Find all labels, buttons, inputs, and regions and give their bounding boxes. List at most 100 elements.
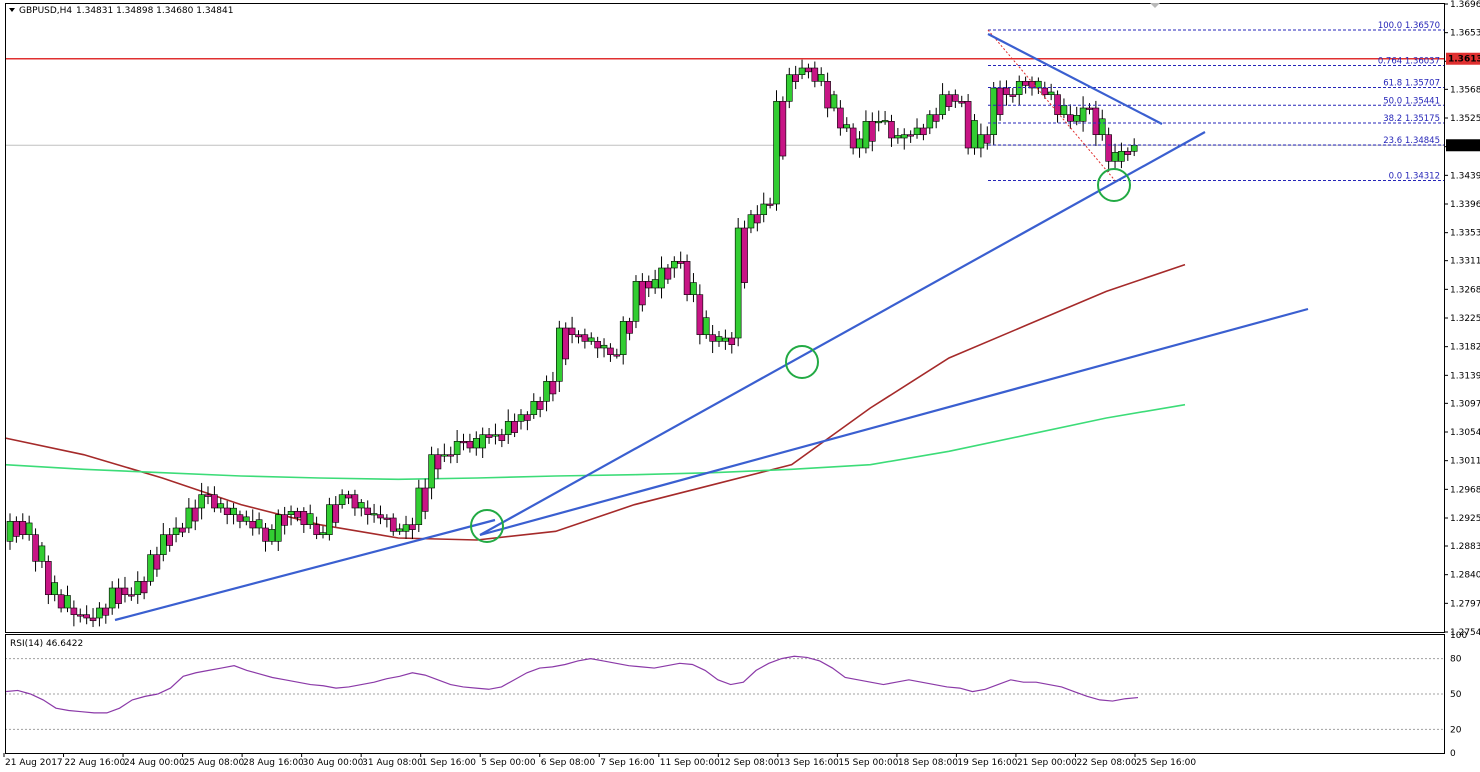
- bull-candle: [402, 515, 410, 539]
- bull-candle: [690, 273, 697, 303]
- fib-level-label: 23.6 1.34845: [1383, 136, 1440, 146]
- support-trendline-steep: [479, 131, 1206, 536]
- bear-candle: [849, 123, 857, 155]
- bear-candle: [32, 528, 39, 572]
- bull-candle: [243, 510, 250, 526]
- x-tick-label: 25 Aug 08:00: [184, 758, 245, 768]
- resistance-trendline: [987, 33, 1163, 125]
- bear-candle: [869, 112, 876, 152]
- bear-candle: [996, 80, 1004, 121]
- bull-candle: [830, 90, 838, 112]
- bear-candle: [1028, 76, 1036, 96]
- bull-candle: [1047, 83, 1055, 101]
- bull-candle: [722, 329, 729, 350]
- fib-level-label: 100.0 1.36570: [1378, 21, 1440, 31]
- scroll-marker-icon[interactable]: [1150, 3, 1160, 8]
- bull-candle: [658, 256, 665, 299]
- bear-candle: [964, 94, 972, 155]
- y-tick-label: 1.30970: [1450, 399, 1480, 409]
- bear-candle: [211, 486, 218, 513]
- bull-candle: [370, 503, 378, 523]
- y-tick-label: 1.36530: [1450, 29, 1480, 39]
- bull-candle: [6, 513, 14, 550]
- bull-candle: [913, 118, 921, 139]
- rsi-tick-label: 100: [1450, 631, 1467, 641]
- x-tick-label: 22 Aug 16:00: [65, 758, 126, 768]
- bear-candle: [236, 510, 244, 529]
- bull-candle: [492, 423, 499, 445]
- bull-candle: [287, 505, 295, 526]
- bounce-highlight-circle: [785, 345, 819, 379]
- bull-candle: [734, 218, 742, 347]
- bear-candle: [728, 332, 736, 354]
- bull-candle: [396, 523, 403, 535]
- bear-candle: [907, 130, 914, 143]
- bull-candle: [217, 497, 225, 513]
- bear-candle: [594, 336, 601, 358]
- bear-candle: [511, 413, 518, 438]
- y-tick-label: 1.29680: [1450, 485, 1480, 495]
- bear-candle: [766, 197, 774, 209]
- bull-candle: [472, 431, 480, 456]
- bear-candle: [958, 95, 966, 108]
- bounce-highlight-circle: [470, 509, 504, 543]
- bull-candle: [160, 523, 167, 562]
- bear-candle: [300, 507, 308, 533]
- bear-candle: [824, 72, 831, 118]
- bull-candle: [977, 123, 985, 158]
- bear-candle: [485, 427, 493, 444]
- bull-candle: [479, 427, 486, 459]
- bear-candle: [607, 343, 614, 362]
- price-badge-text: 1.36139: [1448, 55, 1480, 65]
- x-tick-label: 31 Aug 08:00: [362, 758, 423, 768]
- bear-candle: [1054, 90, 1061, 123]
- bear-candle: [524, 411, 531, 431]
- y-tick-label: 1.36960: [1450, 0, 1480, 10]
- bull-candle: [185, 498, 193, 534]
- bull-candle: [96, 602, 103, 627]
- bear-candle: [45, 555, 52, 605]
- moving-average-100: [4, 263, 1186, 541]
- bull-candle: [504, 409, 512, 444]
- y-tick-label: 1.27970: [1450, 599, 1480, 609]
- bull-candle: [1060, 98, 1068, 119]
- bear-candle: [677, 251, 684, 269]
- bear-candle: [434, 448, 442, 479]
- y-tick-label: 1.35250: [1450, 114, 1480, 124]
- y-tick-label: 1.31390: [1450, 371, 1480, 381]
- bear-candle: [920, 123, 927, 141]
- x-tick-label: 21 Sep 00:00: [1017, 758, 1077, 768]
- y-tick-label: 1.28830: [1450, 542, 1480, 552]
- bull-candle: [773, 90, 780, 211]
- fib-level-label: 0.0 1.34312: [1389, 172, 1440, 182]
- y-tick-label: 1.33530: [1450, 229, 1480, 239]
- bear-candle: [581, 328, 589, 349]
- bear-candle: [837, 100, 844, 136]
- symbol-menu-icon[interactable]: [9, 8, 15, 12]
- bear-candle: [945, 90, 953, 111]
- bear-candle: [1003, 80, 1010, 106]
- bull-candle: [702, 310, 710, 339]
- y-tick-label: 1.35680: [1450, 85, 1480, 95]
- y-tick-label: 1.32680: [1450, 285, 1480, 295]
- x-tick-label: 30 Aug 00:00: [303, 758, 364, 768]
- bear-candle: [83, 605, 90, 625]
- bull-candle: [632, 275, 640, 329]
- bear-candle: [1041, 81, 1049, 99]
- bull-candle: [1130, 138, 1138, 157]
- bear-candle: [811, 61, 819, 88]
- current-price-badge: 1.34841: [1446, 139, 1480, 152]
- bull-candle: [587, 332, 595, 345]
- x-tick-label: 24 Aug 00:00: [124, 758, 185, 768]
- y-tick-label: 1.28400: [1450, 571, 1480, 581]
- bear-candle: [281, 506, 288, 535]
- bear-candle: [128, 587, 135, 601]
- bear-candle: [1022, 76, 1029, 94]
- bull-candle: [441, 443, 448, 462]
- bear-candle: [377, 505, 384, 525]
- bear-candle: [13, 516, 20, 543]
- bull-candle: [517, 409, 525, 430]
- x-tick-label: 13 Sep 16:00: [779, 758, 839, 768]
